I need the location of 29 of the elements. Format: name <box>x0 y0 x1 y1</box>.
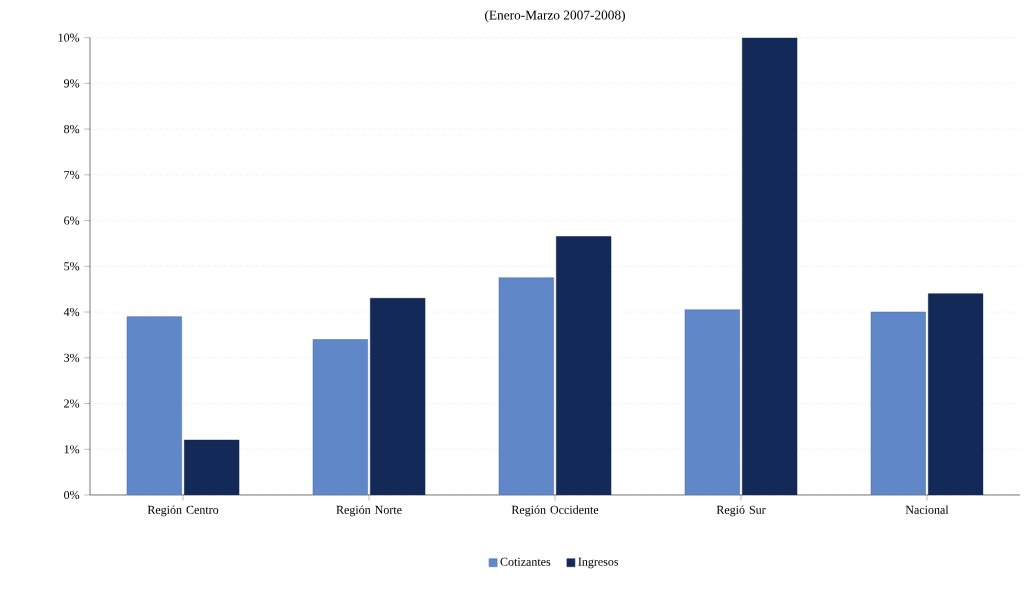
bar <box>184 439 240 495</box>
legend-label: Cotizantes <box>500 557 551 566</box>
x-tick-label: Regió Sur <box>716 505 766 517</box>
y-tick-label: 3% <box>64 353 80 362</box>
bar <box>870 311 926 495</box>
bar <box>312 339 368 495</box>
bar <box>498 277 554 495</box>
bar <box>370 298 426 495</box>
y-tick-label: 7% <box>64 170 80 179</box>
y-tick-label: 0% <box>64 490 80 500</box>
x-tick-label: Región Norte <box>336 505 402 517</box>
y-tick-label: 6% <box>64 216 80 225</box>
y-tick-label: 1% <box>64 445 80 454</box>
chart-title: (Enero-Marzo 2007-2008) <box>485 10 625 23</box>
bar <box>928 293 984 495</box>
bar <box>684 309 740 495</box>
x-tick-label: Región Centro <box>147 505 219 517</box>
bar <box>742 37 798 495</box>
y-tick-label: 4% <box>63 307 80 317</box>
y-tick-label: 9% <box>63 79 80 88</box>
y-tick-label: 8% <box>64 125 80 134</box>
bar <box>556 236 612 495</box>
y-tick-label: 2% <box>64 399 80 408</box>
x-tick-label: Nacional <box>905 505 949 514</box>
y-tick-label: 5% <box>64 262 80 271</box>
bar <box>126 316 182 495</box>
x-tick-label: Región Occidente <box>511 505 599 517</box>
y-tick-label: 10% <box>58 33 80 42</box>
legend-label: Ingresos <box>578 557 619 569</box>
